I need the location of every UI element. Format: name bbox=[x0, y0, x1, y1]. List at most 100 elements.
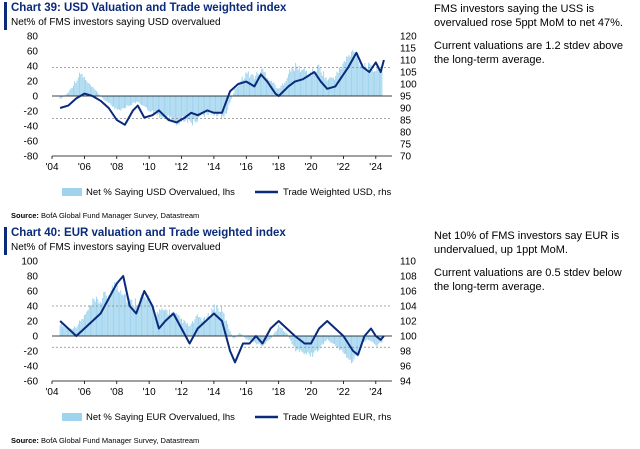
bar bbox=[241, 76, 243, 96]
bar bbox=[98, 94, 100, 96]
bar bbox=[66, 93, 68, 96]
bar bbox=[59, 325, 61, 336]
y-left-tick-label: 40 bbox=[27, 302, 39, 313]
bar bbox=[172, 311, 174, 336]
bar bbox=[285, 332, 287, 336]
bar bbox=[246, 73, 248, 96]
bar bbox=[374, 71, 376, 96]
chart-40-plot: 100 80 60 40 20 0 -20 -40 -60 110 108 106 104 102 100 9… bbox=[21, 257, 417, 424]
bar bbox=[369, 336, 371, 341]
bar bbox=[238, 85, 240, 96]
bar bbox=[93, 299, 95, 336]
bar bbox=[145, 96, 147, 108]
bar bbox=[375, 71, 377, 96]
bar bbox=[320, 72, 322, 96]
bar bbox=[63, 325, 65, 336]
bar bbox=[106, 298, 108, 336]
bar bbox=[105, 295, 107, 336]
bar bbox=[342, 336, 344, 353]
bar bbox=[132, 307, 134, 336]
bar bbox=[274, 331, 276, 336]
bar bbox=[76, 80, 78, 96]
bar bbox=[355, 336, 357, 356]
bar bbox=[317, 65, 319, 96]
bar bbox=[208, 96, 210, 111]
legend-bar-swatch bbox=[62, 188, 82, 196]
x-tick-label: '16 bbox=[240, 387, 253, 398]
bar bbox=[193, 96, 195, 119]
x-tick-label: '08 bbox=[110, 162, 123, 173]
bar bbox=[131, 96, 133, 106]
bar bbox=[191, 96, 193, 126]
bar bbox=[140, 96, 142, 106]
bar bbox=[296, 336, 298, 351]
bar bbox=[98, 303, 100, 336]
bar bbox=[147, 296, 149, 336]
bar bbox=[291, 66, 293, 96]
legend-bar-label: Net % Saying EUR Overvalued, lhs bbox=[86, 412, 235, 423]
bar bbox=[275, 331, 277, 336]
bar bbox=[329, 336, 331, 342]
bar bbox=[377, 69, 379, 96]
bar bbox=[198, 96, 200, 118]
y-left-tick-label: 20 bbox=[27, 317, 39, 328]
bar bbox=[366, 336, 368, 340]
bar bbox=[347, 56, 349, 96]
y-left-tick-label: 80 bbox=[27, 272, 39, 283]
bar bbox=[230, 96, 232, 99]
x-tick-label: '18 bbox=[272, 162, 285, 173]
bar bbox=[74, 81, 76, 96]
bar bbox=[138, 96, 140, 103]
bar bbox=[289, 336, 291, 339]
bar bbox=[247, 336, 249, 341]
bar bbox=[130, 300, 132, 336]
bar bbox=[359, 65, 361, 96]
bar bbox=[166, 310, 168, 336]
y-right-tick-label: 100 bbox=[400, 332, 417, 343]
bar bbox=[244, 78, 246, 96]
bar bbox=[69, 89, 71, 96]
bar bbox=[213, 96, 215, 116]
bar bbox=[138, 304, 140, 336]
bar bbox=[234, 88, 236, 96]
bar bbox=[153, 96, 155, 114]
bar bbox=[337, 336, 339, 348]
bar bbox=[204, 96, 206, 117]
y-left-tick-label: 20 bbox=[27, 77, 39, 88]
bar bbox=[276, 88, 278, 96]
y-right-tick-label: 105 bbox=[400, 68, 417, 79]
bar bbox=[266, 78, 268, 96]
bar bbox=[250, 75, 252, 96]
bar bbox=[151, 309, 153, 336]
bar bbox=[309, 71, 311, 96]
bar bbox=[343, 60, 345, 96]
bar bbox=[206, 96, 208, 115]
bar bbox=[81, 73, 83, 96]
bar bbox=[301, 336, 303, 352]
bar bbox=[154, 96, 156, 112]
bar bbox=[378, 72, 380, 96]
bar bbox=[371, 336, 373, 342]
bar bbox=[377, 336, 379, 345]
bar bbox=[278, 88, 280, 96]
y-left-tick-label: -20 bbox=[24, 107, 39, 118]
bar bbox=[313, 336, 315, 353]
bar bbox=[353, 51, 355, 96]
bar bbox=[239, 82, 241, 96]
bar bbox=[106, 96, 108, 102]
bar bbox=[381, 65, 383, 96]
bar bbox=[83, 76, 85, 96]
bar bbox=[77, 324, 79, 336]
bar bbox=[179, 96, 181, 121]
bar bbox=[317, 336, 319, 352]
bar bbox=[70, 88, 72, 96]
bar bbox=[117, 96, 119, 110]
bar bbox=[86, 311, 88, 336]
bar bbox=[244, 336, 246, 338]
x-tick-label: '04 bbox=[45, 387, 58, 398]
bar bbox=[217, 96, 219, 116]
bar bbox=[87, 83, 89, 96]
bar bbox=[143, 96, 145, 107]
bar bbox=[72, 85, 74, 96]
bar bbox=[127, 96, 129, 106]
